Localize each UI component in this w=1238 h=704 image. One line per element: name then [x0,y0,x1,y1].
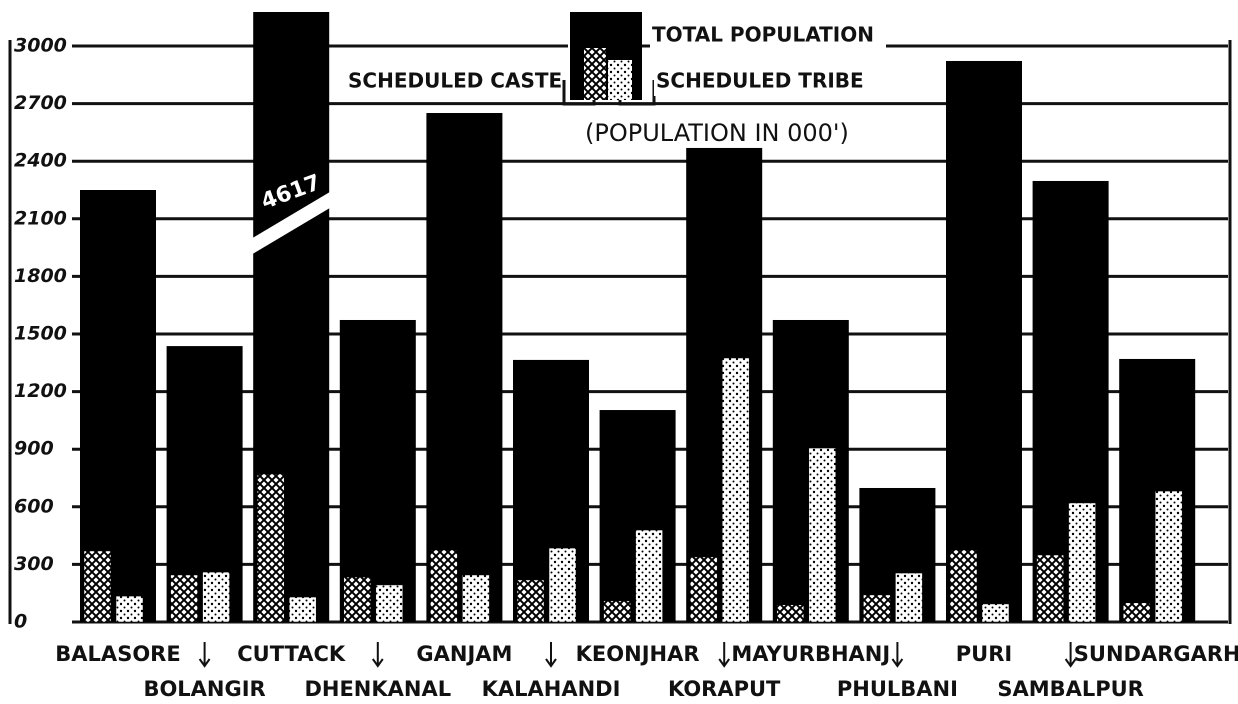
y-tick-label: 1500 [14,323,67,345]
y-tick-label: 3000 [14,35,67,57]
sub-bar [1154,490,1183,623]
x-tick-label: SAMBALPUR [997,677,1144,701]
sub-bar [375,584,404,623]
legend-label: SCHEDULED CASTE [348,69,562,93]
arrow [891,642,904,668]
legend-bg [654,68,890,96]
legend-swatch [584,48,606,100]
x-tick-label: CUTTACK [237,642,346,666]
legend-label: SCHEDULED TRIBE [656,69,864,93]
y-tick-label: 1200 [14,380,67,402]
y-tick-label: 2400 [14,150,67,172]
sub-bar [981,603,1010,623]
x-tick-label: SUNDARGARH [1074,642,1238,666]
legend-bg [346,68,554,96]
sub-bar [1068,502,1096,623]
y-tick-label: 2700 [14,92,67,114]
total-bar [80,190,156,622]
sub-bar [430,549,458,623]
y-tick-label: 1800 [14,265,67,287]
sub-bar [343,576,372,623]
sub-bar [603,600,631,623]
bar-break [249,190,334,256]
total-bar [339,319,416,622]
sub-bar [288,596,317,623]
x-tick-label: MAYURBHANJ [731,642,890,666]
sub-bar [115,595,144,623]
legend-bg [650,22,886,48]
x-tick-label: PHULBANI [837,677,958,701]
total-bar [946,60,1022,622]
x-tick-label: BOLANGIR [143,677,265,701]
sub-bar [256,473,285,623]
sub-bar [202,571,230,623]
sub-bar [635,529,663,623]
legend-label: TOTAL POPULATION [652,23,874,47]
subtitle: (POPULATION IN 000') [585,119,849,147]
sub-bar [863,594,891,623]
arrow [371,642,384,668]
x-tick-label: KORAPUT [668,677,781,701]
y-tick-label: 2100 [14,207,67,229]
sub-bar [516,579,545,623]
sub-bar [462,574,490,623]
sub-bar [808,447,837,623]
y-tick-label: 300 [14,553,54,575]
arrow [718,642,731,668]
arrow [198,642,211,668]
sub-bar [949,549,978,623]
sub-bar [548,547,577,623]
sub-bar [170,574,198,623]
arrow [1064,642,1077,668]
sub-bar [895,572,923,623]
x-tick-label: KALAHANDI [482,677,621,701]
sub-bar [1036,554,1064,623]
sub-bar [1122,602,1151,623]
y-tick-label: 900 [14,438,54,460]
legend-swatch [608,60,632,100]
y-tick-label: 600 [14,495,54,517]
sub-bar [776,604,805,623]
x-tick-label: BALASORE [55,642,180,666]
sub-bar [721,357,750,623]
x-tick-label: GANJAM [416,642,512,666]
sub-bar [689,556,718,623]
x-tick-label: KEONJHAR [576,642,700,666]
x-tick-label: PURI [956,642,1012,666]
x-tick-label: DHENKANAL [304,677,451,701]
arrow [545,642,557,668]
y-tick-label: 0 [14,611,27,633]
sub-bar [83,550,112,623]
total-bar [426,113,503,623]
